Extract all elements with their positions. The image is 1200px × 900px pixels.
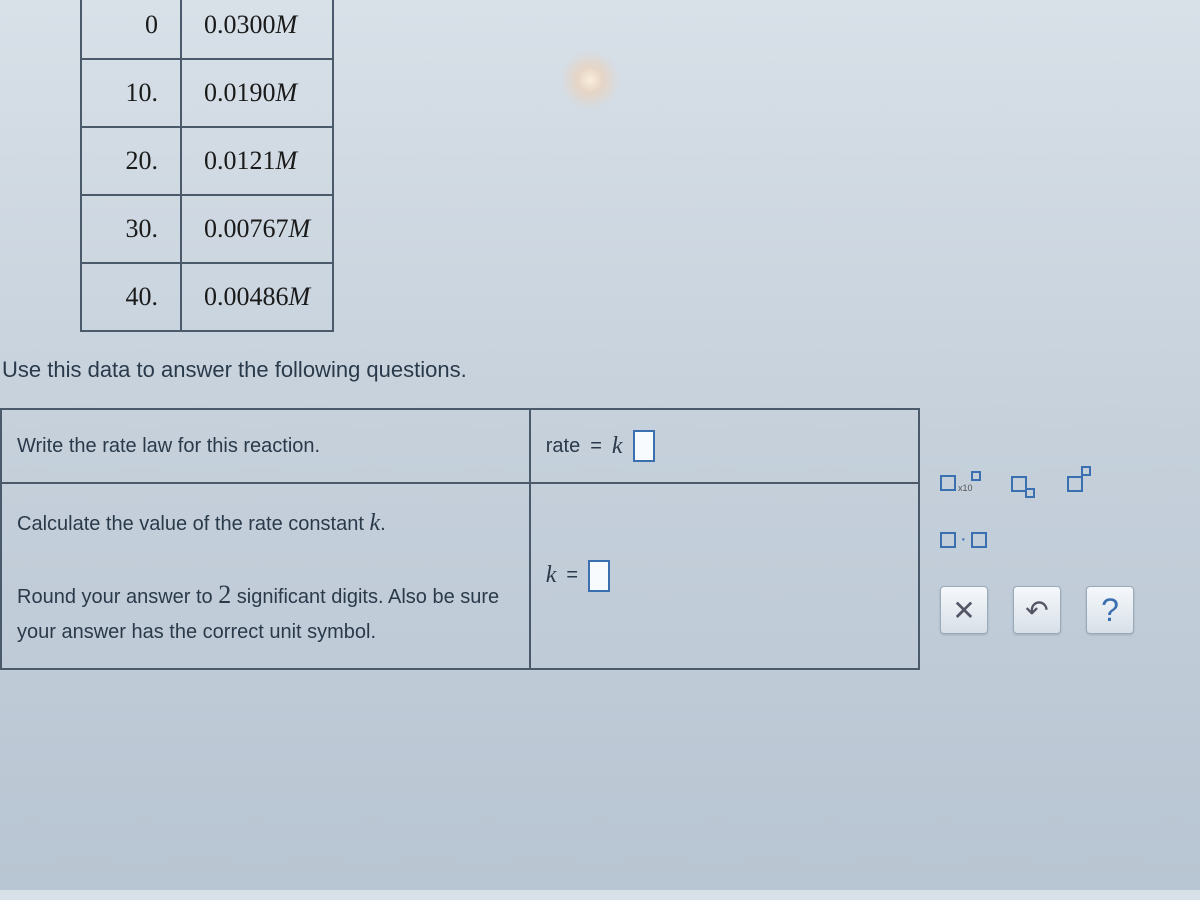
time-cell: 30. <box>81 195 181 263</box>
instruction-text: Use this data to answer the following qu… <box>0 357 1200 383</box>
time-cell: 0 <box>81 0 181 59</box>
rate-constant-input[interactable] <box>588 560 610 592</box>
question-row-1: Write the rate law for this reaction. ra… <box>1 409 919 483</box>
time-cell: 40. <box>81 263 181 331</box>
math-toolbox: x10 · ✕ ↶ ? <box>940 475 1190 669</box>
equals-sign: = <box>590 435 602 458</box>
conc-cell: 0.00767M <box>181 195 333 263</box>
conc-cell: 0.0121M <box>181 127 333 195</box>
questions-table: Write the rate law for this reaction. ra… <box>0 408 920 670</box>
equals-sign: = <box>566 564 578 587</box>
time-cell: 20. <box>81 127 181 195</box>
table-row: 20. 0.0121M <box>81 127 333 195</box>
superscript-button[interactable] <box>1067 476 1093 492</box>
x-icon: ✕ <box>952 594 975 627</box>
question-row-2: Calculate the value of the rate constant… <box>1 483 919 669</box>
conc-cell: 0.0300M <box>181 0 333 59</box>
table-row: 0 0.0300M <box>81 0 333 59</box>
question-icon: ? <box>1101 592 1119 629</box>
rate-law-input[interactable] <box>633 430 655 462</box>
conc-cell: 0.0190M <box>181 59 333 127</box>
table-row: 10. 0.0190M <box>81 59 333 127</box>
subscript-button[interactable] <box>1011 476 1037 492</box>
table-row: 40. 0.00486M <box>81 263 333 331</box>
time-cell: 10. <box>81 59 181 127</box>
k-variable: k <box>612 433 623 460</box>
undo-icon: ↶ <box>1025 594 1048 627</box>
scientific-notation-button[interactable]: x10 <box>940 475 981 493</box>
k-variable: k <box>546 562 557 589</box>
reset-button[interactable]: ↶ <box>1013 586 1061 634</box>
multiply-button[interactable]: · <box>940 528 987 551</box>
q1-input-cell: rate = k <box>530 409 919 483</box>
concentration-table: 0 0.0300M 10. 0.0190M 20. 0.0121M 30. 0.… <box>80 0 334 332</box>
rate-text: rate <box>546 435 580 458</box>
table-row: 30. 0.00767M <box>81 195 333 263</box>
help-button[interactable]: ? <box>1086 586 1134 634</box>
clear-button[interactable]: ✕ <box>940 586 988 634</box>
q1-label: Write the rate law for this reaction. <box>1 409 530 483</box>
q2-label: Calculate the value of the rate constant… <box>1 483 530 669</box>
conc-cell: 0.00486M <box>181 263 333 331</box>
q2-input-cell: k = <box>530 483 919 669</box>
